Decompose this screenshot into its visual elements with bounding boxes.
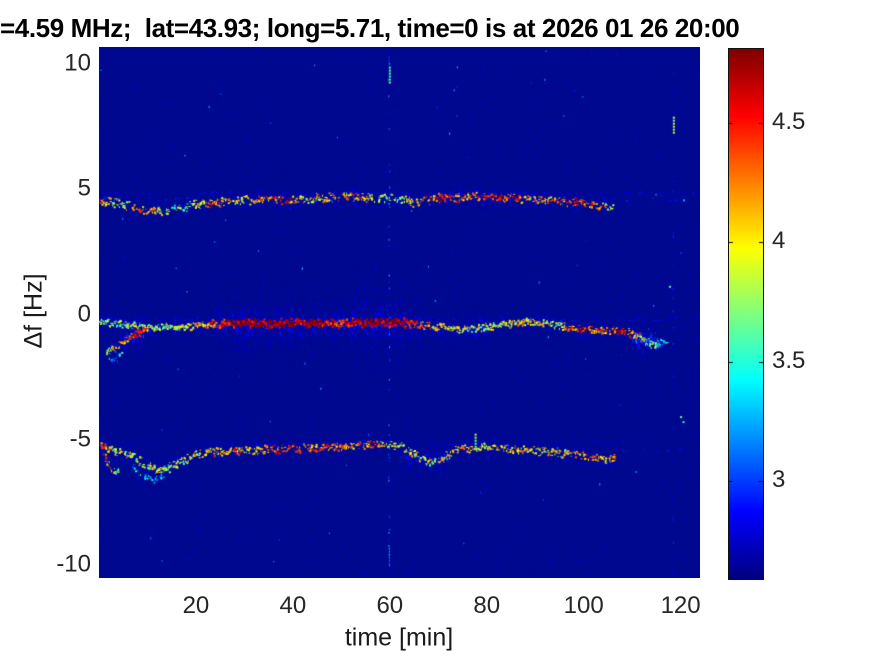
x-tick-label: 40 bbox=[279, 592, 307, 619]
x-tick-label: 100 bbox=[563, 592, 604, 619]
y-tick-label: -10 bbox=[56, 550, 91, 578]
y-tick-label: 10 bbox=[64, 49, 91, 77]
colorbar-gradient bbox=[728, 48, 764, 580]
colorbar-tick-label: 4 bbox=[772, 227, 786, 255]
colorbar-tick-label: 4.5 bbox=[772, 108, 806, 135]
chart-title: =4.59 MHz; lat=43.93; long=5.71, time=0 … bbox=[0, 13, 740, 43]
y-tick-label: 0 bbox=[77, 300, 91, 328]
spectrogram-heatmap bbox=[99, 47, 700, 578]
y-tick-label: -5 bbox=[69, 425, 91, 453]
colorbar-tick-label: 3 bbox=[772, 466, 786, 494]
y-tick-label: 5 bbox=[77, 174, 91, 202]
x-axis-label: time [min] bbox=[344, 623, 454, 652]
x-tick-label: 120 bbox=[660, 592, 701, 619]
x-tick-label: 60 bbox=[376, 592, 404, 619]
x-tick-label: 80 bbox=[473, 592, 501, 619]
colorbar-tick-label: 3.5 bbox=[772, 346, 806, 374]
x-tick-label: 20 bbox=[182, 592, 210, 619]
